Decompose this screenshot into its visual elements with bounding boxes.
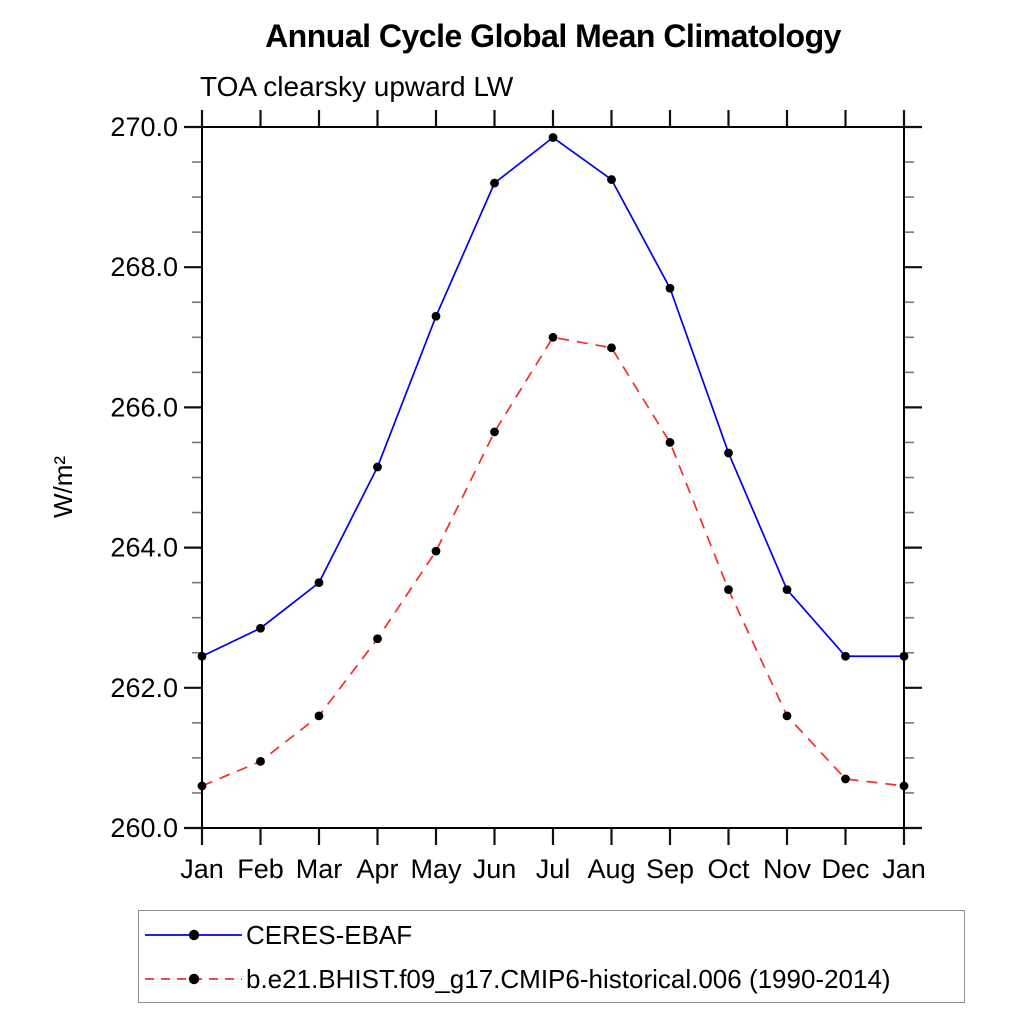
data-point-marker bbox=[782, 711, 792, 721]
x-tick-label: Feb bbox=[237, 854, 284, 884]
data-point-marker bbox=[841, 774, 850, 784]
y-axis-tick-labels: 260.0 262.0 264.0 266.0 268.0 270.0 bbox=[110, 112, 178, 843]
x-tick-label: Nov bbox=[763, 854, 812, 884]
y-tick-label: 264.0 bbox=[110, 533, 178, 563]
data-point-marker bbox=[665, 283, 675, 293]
data-point-marker bbox=[899, 781, 909, 791]
chart-subtitle: TOA clearsky upward LW bbox=[200, 71, 514, 102]
y-tick-label: 270.0 bbox=[110, 112, 178, 142]
data-point-marker bbox=[607, 175, 616, 184]
x-tick-label: Jul bbox=[536, 854, 571, 884]
data-point-marker bbox=[724, 585, 733, 595]
data-point-marker bbox=[665, 438, 675, 447]
legend-row-model: b.e21.BHIST.f09_g17.CMIP6-historical.006… bbox=[143, 958, 964, 1000]
legend-line-sample-model bbox=[145, 973, 242, 984]
legend-row-ceres: CERES-EBAF bbox=[143, 914, 964, 956]
series-line bbox=[201, 136, 904, 658]
legend: CERES-EBAF b.e21.BHIST.f09_g17.CMIP6-his… bbox=[138, 910, 965, 1003]
data-point-marker bbox=[197, 651, 207, 661]
data-point-marker bbox=[431, 311, 441, 321]
plot-frame bbox=[201, 126, 905, 829]
data-point-marker bbox=[548, 133, 558, 142]
data-point-marker bbox=[256, 757, 265, 766]
x-tick-label: Apr bbox=[356, 854, 398, 884]
y-tick-label: 260.0 bbox=[110, 813, 178, 843]
x-axis-tick-labels: Jan Feb Mar Apr May Jun Jul Aug Sep Oct Nov Dec Jan bbox=[180, 854, 926, 884]
x-tick-label: Jun bbox=[473, 854, 517, 884]
series-ceres bbox=[197, 133, 909, 661]
series-model bbox=[197, 332, 909, 791]
y-tick-label: 268.0 bbox=[110, 252, 178, 282]
data-point-marker bbox=[431, 546, 441, 556]
x-tick-label: May bbox=[410, 854, 462, 884]
legend-label-model: b.e21.BHIST.f09_g17.CMIP6-historical.006… bbox=[246, 963, 891, 994]
data-point-marker bbox=[490, 178, 499, 188]
series-line bbox=[201, 336, 905, 787]
legend-label-ceres: CERES-EBAF bbox=[246, 919, 413, 950]
data-point-marker bbox=[899, 651, 909, 661]
x-tick-label: Jan bbox=[180, 854, 224, 884]
data-point-marker bbox=[314, 578, 324, 588]
x-tick-label: Mar bbox=[296, 854, 343, 884]
data-point-marker bbox=[197, 781, 207, 791]
y-tick-label: 262.0 bbox=[110, 673, 178, 703]
legend-line-sample-ceres bbox=[145, 929, 242, 940]
y-tick-label: 266.0 bbox=[110, 392, 178, 422]
data-point-marker bbox=[314, 711, 324, 721]
data-point-marker bbox=[548, 332, 558, 342]
data-point-marker bbox=[841, 651, 850, 661]
data-point-marker bbox=[607, 343, 616, 353]
x-tick-label: Sep bbox=[646, 854, 694, 884]
x-tick-label: Dec bbox=[821, 854, 869, 884]
x-tick-label: Aug bbox=[587, 854, 635, 884]
data-point-marker bbox=[373, 462, 382, 472]
data-point-marker bbox=[724, 448, 733, 458]
y-axis-title: W/m² bbox=[48, 456, 78, 518]
x-tick-label: Jan bbox=[882, 854, 926, 884]
data-point-marker bbox=[373, 634, 382, 644]
data-point-marker bbox=[490, 427, 499, 437]
chart-title: Annual Cycle Global Mean Climatology bbox=[265, 18, 841, 54]
x-tick-label: Oct bbox=[707, 854, 750, 884]
data-point-marker bbox=[782, 585, 792, 595]
data-point-marker bbox=[256, 623, 265, 633]
axis-ticks bbox=[184, 110, 922, 845]
